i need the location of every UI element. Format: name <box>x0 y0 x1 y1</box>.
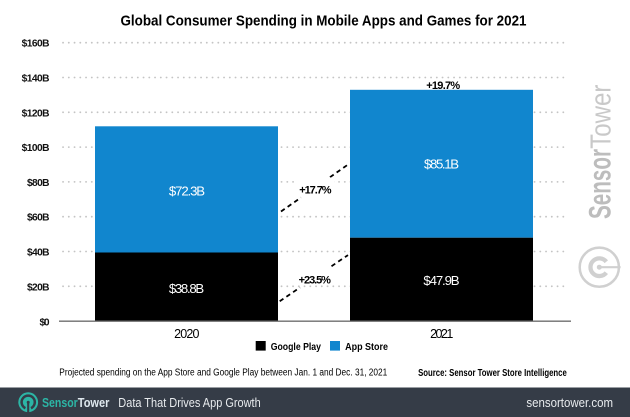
svg-text:$160B: $160B <box>22 39 50 50</box>
svg-text:$47.9B: $47.9B <box>423 273 459 288</box>
svg-text:Sensor: Sensor <box>582 149 618 219</box>
svg-text:+17.7%: +17.7% <box>299 184 332 196</box>
svg-text:Projected spending on the App: Projected spending on the App Store and … <box>59 368 387 379</box>
svg-text:$0: $0 <box>40 317 50 328</box>
svg-text:+23.5%: +23.5% <box>299 274 332 286</box>
svg-text:$100B: $100B <box>22 143 50 154</box>
svg-text:$40B: $40B <box>27 248 50 259</box>
svg-text:$20B: $20B <box>27 282 50 293</box>
svg-text:sensortower.com: sensortower.com <box>526 395 613 410</box>
svg-text:$80B: $80B <box>27 178 50 189</box>
svg-text:$38.8B: $38.8B <box>169 281 205 296</box>
svg-text:Source: Sensor Tower Store Int: Source: Sensor Tower Store Intelligence <box>418 368 567 379</box>
svg-text:+19.7%: +19.7% <box>426 80 460 92</box>
svg-text:Data That Drives App Growth: Data That Drives App Growth <box>118 395 260 410</box>
svg-text:App Store: App Store <box>345 341 388 353</box>
svg-text:$85.1B: $85.1B <box>424 157 459 172</box>
svg-text:$120B: $120B <box>22 108 50 119</box>
svg-text:$72.3B: $72.3B <box>169 184 205 199</box>
svg-text:Google Play: Google Play <box>271 341 321 353</box>
svg-text:Tower: Tower <box>78 396 110 410</box>
svg-text:2020: 2020 <box>174 327 199 341</box>
svg-text:Sensor: Sensor <box>42 396 78 410</box>
svg-text:Tower: Tower <box>586 84 618 148</box>
svg-text:2021: 2021 <box>430 327 453 341</box>
svg-text:$140B: $140B <box>22 74 50 85</box>
svg-text:$60B: $60B <box>27 213 50 224</box>
svg-text:Global Consumer Spending in Mo: Global Consumer Spending in Mobile Apps … <box>121 13 527 30</box>
